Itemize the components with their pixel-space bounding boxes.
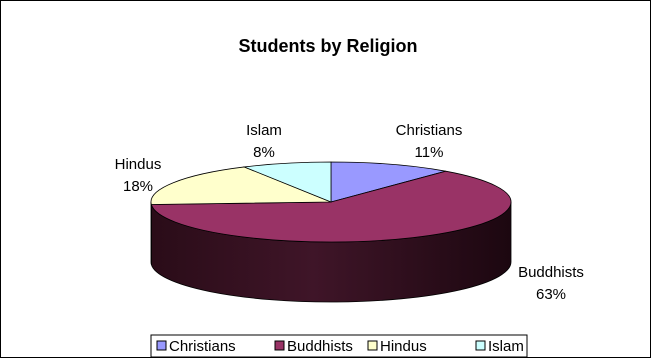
pie-top-layer: [151, 162, 511, 242]
legend-label-islam: Islam: [488, 338, 524, 355]
chart-title: Students by Religion: [238, 36, 417, 56]
legend: Christians Buddhists Hindus Islam: [151, 335, 527, 357]
data-label-name-hindus: Hindus: [115, 156, 162, 173]
legend-swatch-islam: [476, 341, 485, 350]
legend-label-buddhists: Buddhists: [287, 338, 353, 355]
data-label-name-islam: Islam: [246, 122, 282, 139]
data-label-name-buddhists: Buddhists: [518, 264, 584, 281]
data-label-value-islam: 8%: [253, 144, 275, 161]
legend-label-christians: Christians: [169, 338, 236, 355]
data-label-value-christians: 11%: [415, 144, 444, 161]
legend-swatch-hindus: [368, 341, 377, 350]
data-label-value-hindus: 18%: [123, 178, 153, 195]
data-label-name-christians: Christians: [396, 122, 463, 139]
legend-swatch-buddhists: [275, 341, 284, 350]
legend-swatch-christians: [157, 341, 166, 350]
legend-label-hindus: Hindus: [380, 338, 427, 355]
data-label-value-buddhists: 63%: [536, 286, 566, 303]
